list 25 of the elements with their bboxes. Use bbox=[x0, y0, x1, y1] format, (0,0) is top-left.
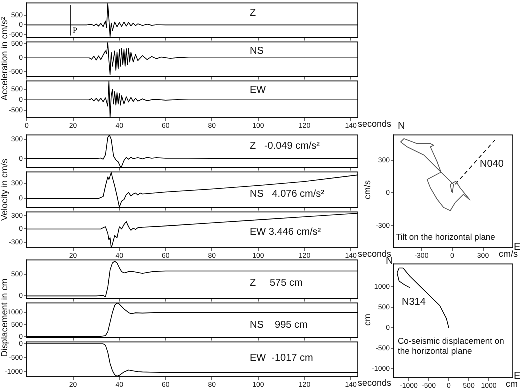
x-axis-title: seconds bbox=[358, 119, 392, 129]
annotation: NS 4.076 cm/s² bbox=[250, 189, 324, 200]
annotation: Z 575 cm bbox=[250, 278, 303, 289]
annotation: NS 995 cm bbox=[250, 320, 308, 331]
annotation: Z bbox=[250, 8, 256, 19]
y-axis-title: Acceleration in cm/s² bbox=[0, 17, 10, 101]
ref-line-label: P bbox=[72, 26, 78, 35]
text: N bbox=[386, 256, 394, 267]
y-axis-title: Displacement in cm bbox=[0, 278, 10, 358]
y-axis-title: Velocity in cm/s bbox=[0, 158, 10, 222]
annotation: N040 bbox=[480, 159, 504, 170]
annotation: EW 3.446 cm/s² bbox=[250, 227, 322, 238]
annotation: Z -0.049 cm/s² bbox=[250, 141, 320, 152]
annotation: NS bbox=[250, 46, 264, 57]
annotation: EW -1017 cm bbox=[250, 353, 314, 364]
text: E bbox=[514, 371, 520, 382]
y-axis-title: cm/s bbox=[362, 180, 372, 200]
x-axis-title: seconds bbox=[358, 378, 392, 388]
annotation: EW bbox=[250, 85, 266, 96]
annotation: N314 bbox=[402, 297, 426, 308]
text: N bbox=[398, 121, 406, 132]
text: Co-seismic displacement on the horizontal plane bbox=[398, 336, 506, 356]
x-axis-title: cm bbox=[506, 379, 518, 388]
text: Tilt on the horizontal plane bbox=[396, 232, 496, 242]
y-axis-title: cm bbox=[362, 314, 372, 326]
